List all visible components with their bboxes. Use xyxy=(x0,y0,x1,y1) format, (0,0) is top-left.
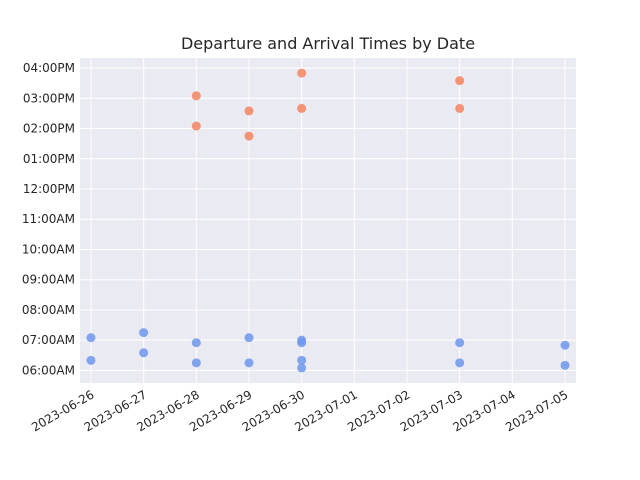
data-point xyxy=(244,106,254,116)
data-point xyxy=(86,333,96,343)
data-point xyxy=(560,360,570,370)
data-point xyxy=(139,348,149,358)
chart-title: Departure and Arrival Times by Date xyxy=(181,34,475,53)
data-point xyxy=(244,358,254,368)
y-axis: 06:00AM 07:00AM 08:00AM 09:00AM 10:00AM 11:00… xyxy=(22,61,75,377)
plot-area xyxy=(80,58,576,383)
x-axis: 2023-06-262023-06-272023-06-282023-06-29… xyxy=(29,387,570,434)
data-point xyxy=(455,76,465,86)
data-point xyxy=(191,91,201,101)
data-point xyxy=(191,358,201,368)
data-point xyxy=(560,340,570,350)
y-tick-label: 12:00PM xyxy=(23,182,75,196)
data-point xyxy=(244,333,254,343)
data-point xyxy=(297,355,307,365)
y-tick-label: 03:00PM xyxy=(23,91,75,105)
y-tick-label: 02:00PM xyxy=(23,122,75,136)
y-tick-label: 01:00PM xyxy=(23,152,75,166)
data-point xyxy=(297,68,307,78)
y-tick-label: 11:00AM xyxy=(22,212,75,226)
y-tick-label: 08:00AM xyxy=(22,303,75,317)
data-point xyxy=(191,121,201,131)
grid xyxy=(80,58,576,383)
y-tick-label: 10:00AM xyxy=(22,242,75,256)
data-point xyxy=(191,338,201,348)
y-tick-label: 04:00PM xyxy=(23,61,75,75)
data-point xyxy=(297,338,307,348)
data-point xyxy=(455,358,465,368)
y-tick-label: 06:00AM xyxy=(22,363,75,377)
y-tick-label: 09:00AM xyxy=(22,273,75,287)
data-point xyxy=(455,103,465,113)
data-point xyxy=(86,355,96,365)
data-point xyxy=(297,363,307,373)
data-point xyxy=(244,131,254,141)
data-point xyxy=(297,103,307,113)
data-points xyxy=(86,68,570,373)
data-point xyxy=(139,328,149,338)
data-point xyxy=(455,338,465,348)
y-tick-label: 07:00AM xyxy=(22,333,75,347)
